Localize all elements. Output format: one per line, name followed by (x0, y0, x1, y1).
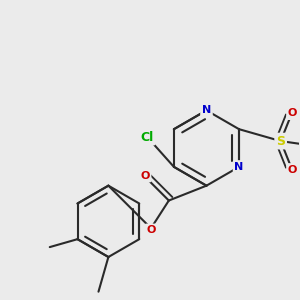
Text: O: O (140, 171, 150, 181)
Text: O: O (288, 165, 297, 175)
Text: Cl: Cl (140, 130, 154, 144)
Text: O: O (288, 108, 297, 118)
Text: S: S (276, 135, 285, 148)
Text: O: O (146, 225, 156, 235)
Text: N: N (235, 162, 244, 172)
Text: N: N (202, 105, 211, 116)
